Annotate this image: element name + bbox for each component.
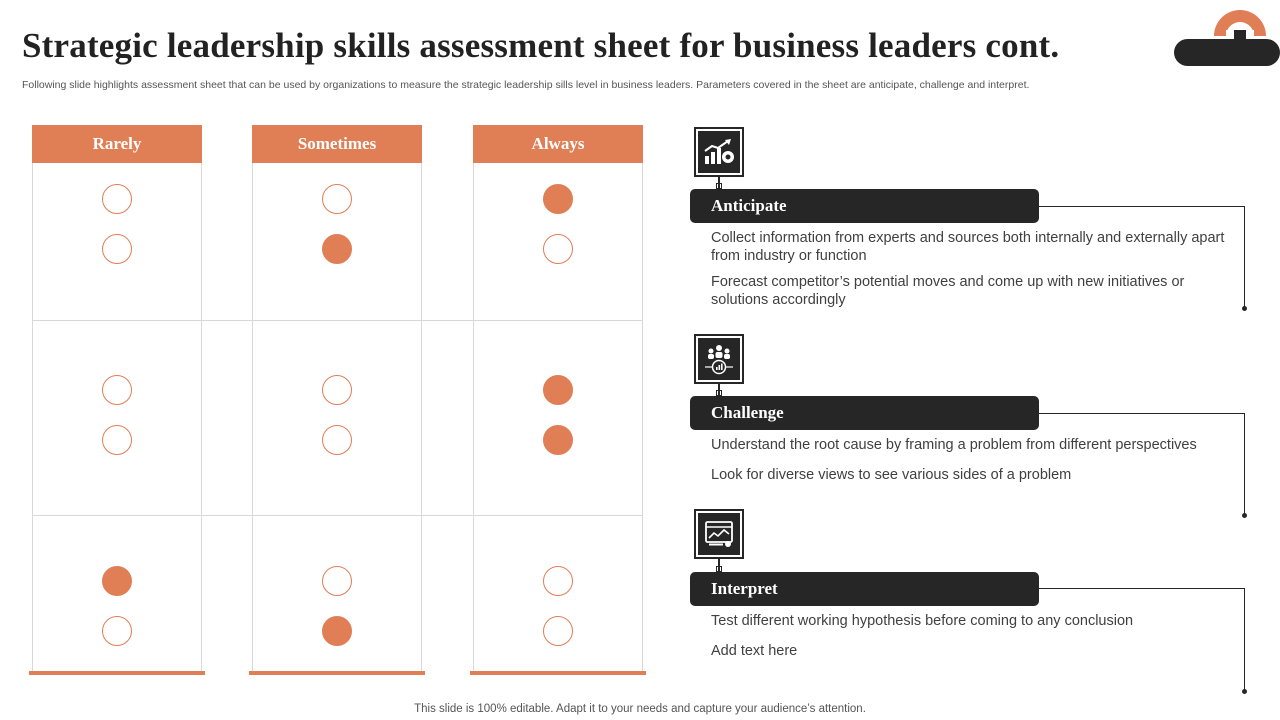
column-header-always: Always <box>473 125 643 163</box>
growth-chart-icon <box>694 127 744 177</box>
connector-line <box>718 558 720 572</box>
rating-dot[interactable] <box>102 234 132 264</box>
column-base-line <box>249 671 425 675</box>
rating-dot[interactable] <box>102 184 132 214</box>
bracket-line <box>1244 588 1245 691</box>
rating-dot[interactable] <box>322 375 352 405</box>
challenge-point-1: Understand the root cause by framing a p… <box>711 437 1197 453</box>
rating-dot[interactable] <box>543 566 573 596</box>
rating-dot[interactable] <box>102 616 132 646</box>
interpret-point-1: Test different working hypothesis before… <box>711 613 1134 629</box>
page-title: Strategic leadership skills assessment s… <box>22 26 1060 65</box>
rating-dot-selected[interactable] <box>543 425 573 455</box>
connector-line <box>718 176 720 189</box>
rating-dot-selected[interactable] <box>322 616 352 646</box>
page-subtitle: Following slide highlights assessment sh… <box>22 79 1030 91</box>
column-header-sometimes: Sometimes <box>252 125 422 163</box>
rating-dot-selected[interactable] <box>322 234 352 264</box>
bracket-line <box>1039 588 1244 589</box>
column-sometimes: Sometimes <box>249 125 425 675</box>
rating-dot[interactable] <box>102 375 132 405</box>
connector-line <box>718 383 720 396</box>
rating-dot[interactable] <box>543 616 573 646</box>
bracket-line <box>1244 413 1245 515</box>
row-divider <box>32 515 642 516</box>
report-screen-icon <box>694 509 744 559</box>
interpret-point-2: Add text here <box>711 643 798 659</box>
bracket-line <box>1039 206 1244 207</box>
column-base-line <box>470 671 646 675</box>
rating-dot[interactable] <box>322 566 352 596</box>
anticipate-point-1: Collect information from experts and sou… <box>711 230 1225 264</box>
column-body <box>32 163 202 671</box>
column-base-line <box>29 671 205 675</box>
brand-logo-icon <box>1174 10 1280 66</box>
team-analysis-icon <box>694 334 744 384</box>
section-bar-challenge: Challenge <box>690 396 1039 430</box>
section-bar-interpret: Interpret <box>690 572 1039 606</box>
column-header-rarely: Rarely <box>32 125 202 163</box>
column-rarely: Rarely <box>29 125 205 675</box>
anticipate-point-2: Forecast competitor’s potential moves an… <box>711 274 1185 308</box>
bracket-line <box>1039 413 1244 414</box>
bracket-dot <box>1242 513 1247 518</box>
bracket-line <box>1244 206 1245 308</box>
row-divider <box>32 320 642 321</box>
rating-dot[interactable] <box>322 184 352 214</box>
rating-dot-selected[interactable] <box>543 375 573 405</box>
column-body <box>473 163 643 671</box>
challenge-point-2: Look for diverse views to see various si… <box>711 467 1072 483</box>
section-bar-anticipate: Anticipate <box>690 189 1039 223</box>
rating-dot[interactable] <box>543 234 573 264</box>
footer-note: This slide is 100% editable. Adapt it to… <box>414 703 866 715</box>
column-always: Always <box>470 125 646 675</box>
rating-dot-selected[interactable] <box>543 184 573 214</box>
bracket-dot <box>1242 306 1247 311</box>
rating-dot[interactable] <box>322 425 352 455</box>
rating-dot-selected[interactable] <box>102 566 132 596</box>
rating-dot[interactable] <box>102 425 132 455</box>
column-body <box>252 163 422 671</box>
bracket-dot <box>1242 689 1247 694</box>
